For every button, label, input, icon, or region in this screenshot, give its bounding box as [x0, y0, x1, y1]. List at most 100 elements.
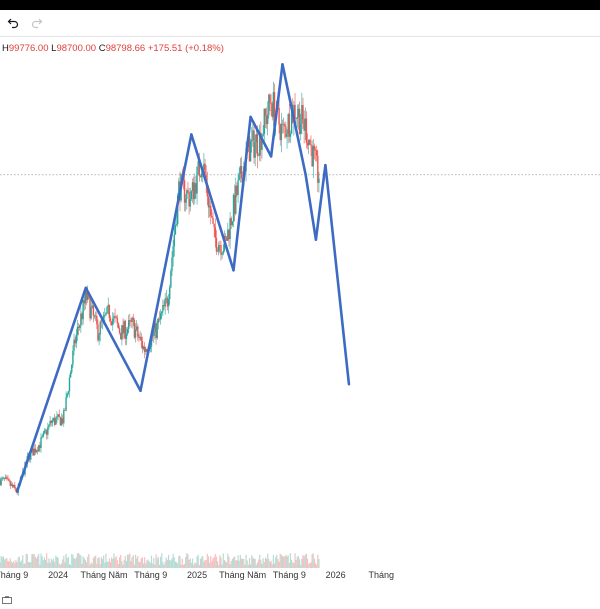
redo-icon[interactable] — [28, 14, 46, 32]
candle-body — [49, 420, 51, 425]
candle-body — [189, 199, 191, 207]
volume-bar — [55, 555, 57, 568]
volume-bar — [240, 558, 243, 568]
volume-bar — [106, 561, 108, 568]
trend-segment — [281, 63, 307, 177]
volume-bar — [23, 564, 25, 568]
volume-bar — [277, 558, 279, 568]
candle-body — [71, 364, 73, 373]
candle-body — [39, 445, 41, 448]
volume-bar — [80, 555, 82, 568]
volume-bar — [242, 558, 244, 568]
volume-bar — [227, 553, 229, 568]
volume-bar — [220, 557, 222, 568]
ohlc-high-value: 99776.00 — [8, 43, 49, 54]
trend-segment — [232, 115, 252, 272]
candle-body — [256, 134, 259, 156]
candle-body — [107, 304, 109, 307]
volume-bar — [107, 561, 109, 568]
volume-bar — [164, 561, 166, 568]
volume-bar — [170, 560, 172, 568]
candle-body — [195, 183, 197, 194]
candle-body — [169, 287, 171, 300]
candle-body — [135, 326, 138, 330]
volume-bar — [239, 555, 241, 568]
candle-body — [56, 416, 58, 419]
candle-body — [0, 480, 1, 486]
undo-icon[interactable] — [4, 14, 22, 32]
volume-bar — [137, 555, 139, 568]
volume-bar — [112, 558, 114, 568]
volume-bar — [1, 557, 3, 568]
candle-body — [67, 391, 70, 394]
candle-body — [64, 410, 66, 411]
candle-body — [281, 123, 284, 125]
volume-bar — [2, 556, 5, 568]
volume-bar — [272, 554, 274, 568]
volume-bar — [124, 555, 126, 568]
volume-bar — [216, 561, 219, 568]
volume-bar — [172, 553, 174, 568]
volume-bar — [252, 557, 254, 568]
candle-body — [305, 118, 308, 143]
candle-body — [122, 325, 124, 334]
volume-bar — [211, 561, 213, 568]
candle-body — [134, 329, 137, 338]
candle-body — [167, 299, 170, 307]
volume-bar — [228, 556, 230, 568]
volume-bar — [158, 564, 161, 568]
ohlc-high-label: H — [2, 43, 9, 54]
trend-segment — [190, 133, 235, 272]
candle-body — [132, 317, 134, 320]
candle-body — [10, 484, 13, 486]
volume-bar — [292, 562, 294, 568]
trend-segment — [304, 173, 318, 241]
candle-body — [130, 320, 132, 322]
candle-body — [133, 319, 136, 338]
candle-body — [81, 313, 83, 320]
candle-body — [174, 224, 177, 235]
volume-bar — [188, 559, 190, 568]
candle-body — [15, 488, 17, 492]
volume-bar — [197, 554, 199, 568]
volume-bar — [115, 556, 117, 568]
volume-bar — [64, 562, 66, 568]
volume-bar — [68, 564, 71, 568]
candle-body — [178, 181, 180, 196]
volume-bar — [105, 553, 107, 568]
volume-bar — [121, 561, 123, 568]
candle-body — [139, 336, 141, 338]
x-tick-label: Tháng Năm — [81, 570, 128, 580]
volume-bar — [88, 553, 90, 568]
volume-bar — [245, 554, 247, 568]
volume-bar — [17, 557, 19, 568]
candle-body — [270, 102, 272, 105]
candle-body — [315, 150, 318, 156]
volume-bar — [13, 560, 15, 568]
candle-body — [280, 123, 283, 141]
volume-bar — [214, 553, 216, 568]
ohlc-low-value: 98700.00 — [56, 43, 97, 54]
screenshot-icon[interactable] — [2, 591, 12, 604]
candle-body — [102, 315, 105, 318]
volume-bar — [203, 561, 205, 568]
candle-body — [165, 297, 168, 299]
candle-body — [48, 424, 50, 428]
x-tick-label: Tháng 9 — [134, 570, 167, 580]
volume-bar — [22, 555, 24, 568]
candle-body — [172, 246, 174, 258]
volume-bar — [96, 563, 98, 568]
volume-bar — [8, 561, 10, 568]
candle-body — [36, 450, 39, 452]
candle-body — [188, 191, 190, 207]
volume-bar — [169, 559, 171, 568]
volume-bar — [297, 556, 300, 568]
candle-body — [113, 316, 115, 319]
volume-bar — [117, 564, 120, 568]
volume-bar — [244, 564, 246, 568]
volume-bar — [286, 556, 288, 568]
volume-bar — [235, 560, 237, 568]
candle-body — [32, 448, 34, 456]
volume-bar — [160, 556, 162, 568]
